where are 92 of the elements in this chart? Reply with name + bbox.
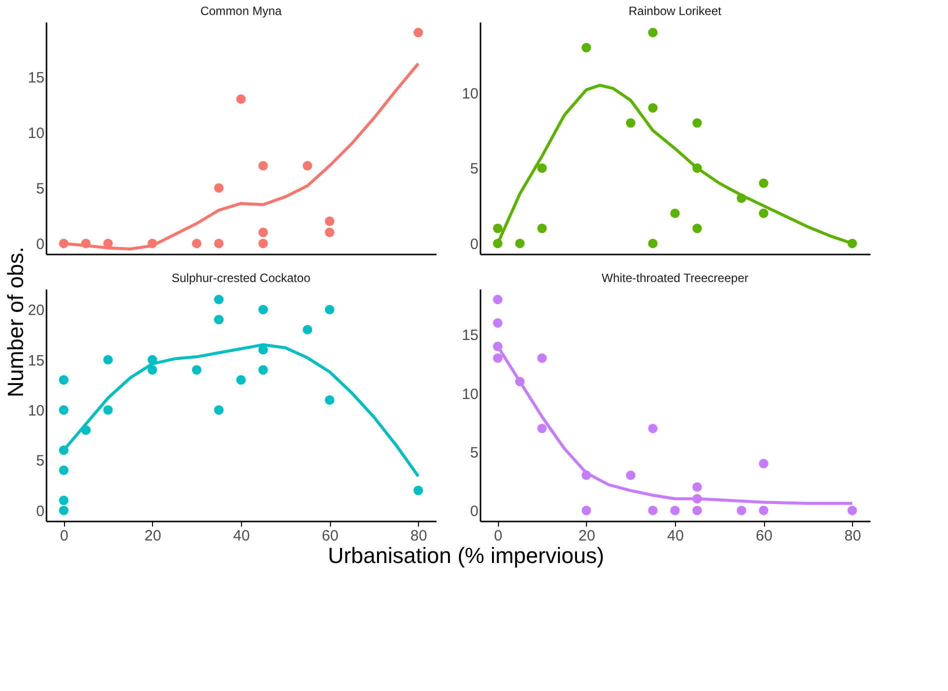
x-tick-label: 0 <box>60 528 68 544</box>
point <box>692 118 702 128</box>
point <box>492 224 502 234</box>
y-axis-title: Number of obs. <box>3 246 28 398</box>
point <box>626 470 636 480</box>
y-tick-label: 10 <box>28 124 44 142</box>
point <box>214 405 224 415</box>
point <box>258 238 268 248</box>
point <box>848 506 858 516</box>
y-tick-label: 0 <box>36 236 44 253</box>
x-tick-label: 40 <box>667 528 684 544</box>
point <box>58 375 68 385</box>
y-tick-label: 0 <box>470 236 478 253</box>
y-tick-label: 15 <box>462 327 478 344</box>
point <box>648 28 658 38</box>
point <box>58 466 68 476</box>
point <box>758 458 768 468</box>
point <box>492 353 502 363</box>
point <box>58 405 68 415</box>
x-tick-label: 0 <box>494 528 502 544</box>
point <box>537 163 547 173</box>
point <box>236 375 246 385</box>
point <box>192 365 202 375</box>
point <box>537 353 547 363</box>
x-tick-label: 20 <box>144 528 162 544</box>
y-tick-label: 5 <box>36 180 44 198</box>
point <box>148 365 158 375</box>
point <box>302 324 312 334</box>
y-tick-label: 0 <box>36 502 44 520</box>
point <box>258 161 268 170</box>
y-tick-label: 10 <box>462 386 478 403</box>
point <box>670 208 680 218</box>
point <box>582 42 592 52</box>
point <box>414 486 424 496</box>
point <box>670 506 680 516</box>
point <box>236 94 246 104</box>
y-tick-label: 5 <box>36 452 44 470</box>
point <box>214 183 224 193</box>
point <box>492 294 502 304</box>
point <box>692 224 702 234</box>
point <box>58 506 68 516</box>
point <box>214 294 224 304</box>
point <box>302 161 312 170</box>
point <box>414 28 424 38</box>
x-tick-label: 40 <box>233 528 250 544</box>
y-tick-label: 10 <box>28 402 44 420</box>
y-tick-label: 15 <box>28 69 44 86</box>
point <box>258 304 268 314</box>
point <box>648 506 658 516</box>
point <box>492 318 502 328</box>
point <box>582 506 592 516</box>
point <box>324 216 334 226</box>
point <box>648 424 658 434</box>
y-tick-label: 10 <box>462 85 478 102</box>
chart-title: Sulphur-crested Cockatoo <box>172 271 311 285</box>
y-tick-label: 15 <box>28 352 44 370</box>
point <box>324 395 334 405</box>
point <box>324 304 334 314</box>
point <box>692 482 702 492</box>
point <box>648 103 658 113</box>
x-axis-title: Urbanisation (% impervious) <box>328 543 604 568</box>
point <box>736 506 746 516</box>
point <box>758 506 768 516</box>
point <box>192 238 202 248</box>
chart-title: Rainbow Lorikeet <box>628 4 722 18</box>
point <box>626 118 636 128</box>
point <box>324 228 334 238</box>
y-tick-label: 0 <box>470 502 478 520</box>
point <box>537 424 547 434</box>
x-tick-label: 20 <box>578 528 596 544</box>
point <box>258 228 268 238</box>
point <box>758 208 768 218</box>
y-tick-label: 5 <box>470 444 478 462</box>
x-tick-label: 80 <box>410 528 428 544</box>
point <box>103 405 113 415</box>
point <box>214 314 224 324</box>
point <box>58 496 68 506</box>
point <box>648 238 658 248</box>
chart-title: Common Myna <box>200 4 282 18</box>
x-tick-label: 60 <box>322 528 338 544</box>
point <box>692 506 702 516</box>
point <box>758 178 768 188</box>
point <box>537 224 547 234</box>
x-tick-label: 60 <box>756 528 772 544</box>
point <box>103 355 113 365</box>
point <box>258 365 268 375</box>
y-tick-label: 5 <box>470 160 478 178</box>
point <box>214 238 224 248</box>
chart-title: White-throated Treecreeper <box>602 271 748 285</box>
point <box>515 238 525 248</box>
x-tick-label: 80 <box>844 528 862 544</box>
y-tick-label: 20 <box>28 302 44 320</box>
